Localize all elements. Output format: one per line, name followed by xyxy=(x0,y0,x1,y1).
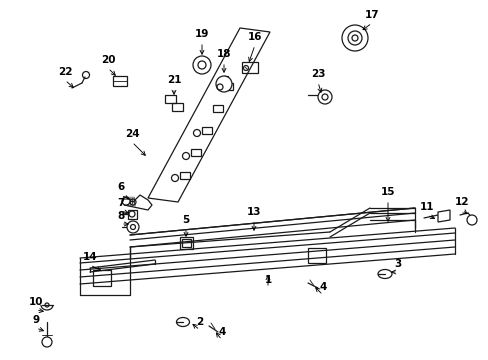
Text: 21: 21 xyxy=(166,75,181,85)
Ellipse shape xyxy=(377,270,391,279)
Bar xyxy=(191,149,201,156)
Text: 13: 13 xyxy=(246,207,261,217)
Bar xyxy=(180,172,190,179)
Bar xyxy=(180,237,193,249)
Bar xyxy=(223,83,232,90)
Bar xyxy=(213,105,223,112)
Text: 11: 11 xyxy=(419,202,433,212)
Text: 8: 8 xyxy=(117,211,124,221)
Text: 6: 6 xyxy=(117,182,124,192)
Text: 22: 22 xyxy=(58,67,72,77)
Text: 17: 17 xyxy=(364,10,379,20)
Text: 16: 16 xyxy=(247,32,262,42)
Circle shape xyxy=(127,221,139,233)
Polygon shape xyxy=(148,28,269,202)
Bar xyxy=(164,95,176,103)
Circle shape xyxy=(122,197,130,205)
Text: 24: 24 xyxy=(124,129,139,139)
Text: 12: 12 xyxy=(454,197,468,207)
Polygon shape xyxy=(124,195,152,210)
Text: 19: 19 xyxy=(194,29,209,39)
Bar xyxy=(202,127,212,134)
Text: 2: 2 xyxy=(196,317,203,327)
Text: 1: 1 xyxy=(264,275,271,285)
Text: 23: 23 xyxy=(310,69,325,79)
Bar xyxy=(242,62,258,73)
Bar xyxy=(113,76,127,86)
Circle shape xyxy=(42,337,52,347)
Text: 14: 14 xyxy=(82,252,97,262)
Polygon shape xyxy=(437,210,449,222)
Text: 5: 5 xyxy=(182,215,189,225)
Text: 10: 10 xyxy=(29,297,43,307)
Bar xyxy=(128,210,137,219)
Circle shape xyxy=(198,61,205,69)
Ellipse shape xyxy=(176,318,189,327)
Text: 18: 18 xyxy=(216,49,231,59)
Bar xyxy=(307,248,325,263)
Text: 4: 4 xyxy=(218,327,225,337)
Circle shape xyxy=(466,215,476,225)
Bar xyxy=(182,239,191,247)
Text: 15: 15 xyxy=(380,187,394,197)
Circle shape xyxy=(317,90,331,104)
Circle shape xyxy=(193,56,210,74)
Text: 9: 9 xyxy=(32,315,40,325)
Text: 4: 4 xyxy=(319,282,326,292)
Circle shape xyxy=(347,31,361,45)
Bar xyxy=(172,103,183,111)
Bar xyxy=(93,270,111,286)
Text: 3: 3 xyxy=(393,259,401,269)
Circle shape xyxy=(216,76,231,92)
Text: 7: 7 xyxy=(117,198,124,208)
Text: 20: 20 xyxy=(101,55,115,65)
Circle shape xyxy=(341,25,367,51)
